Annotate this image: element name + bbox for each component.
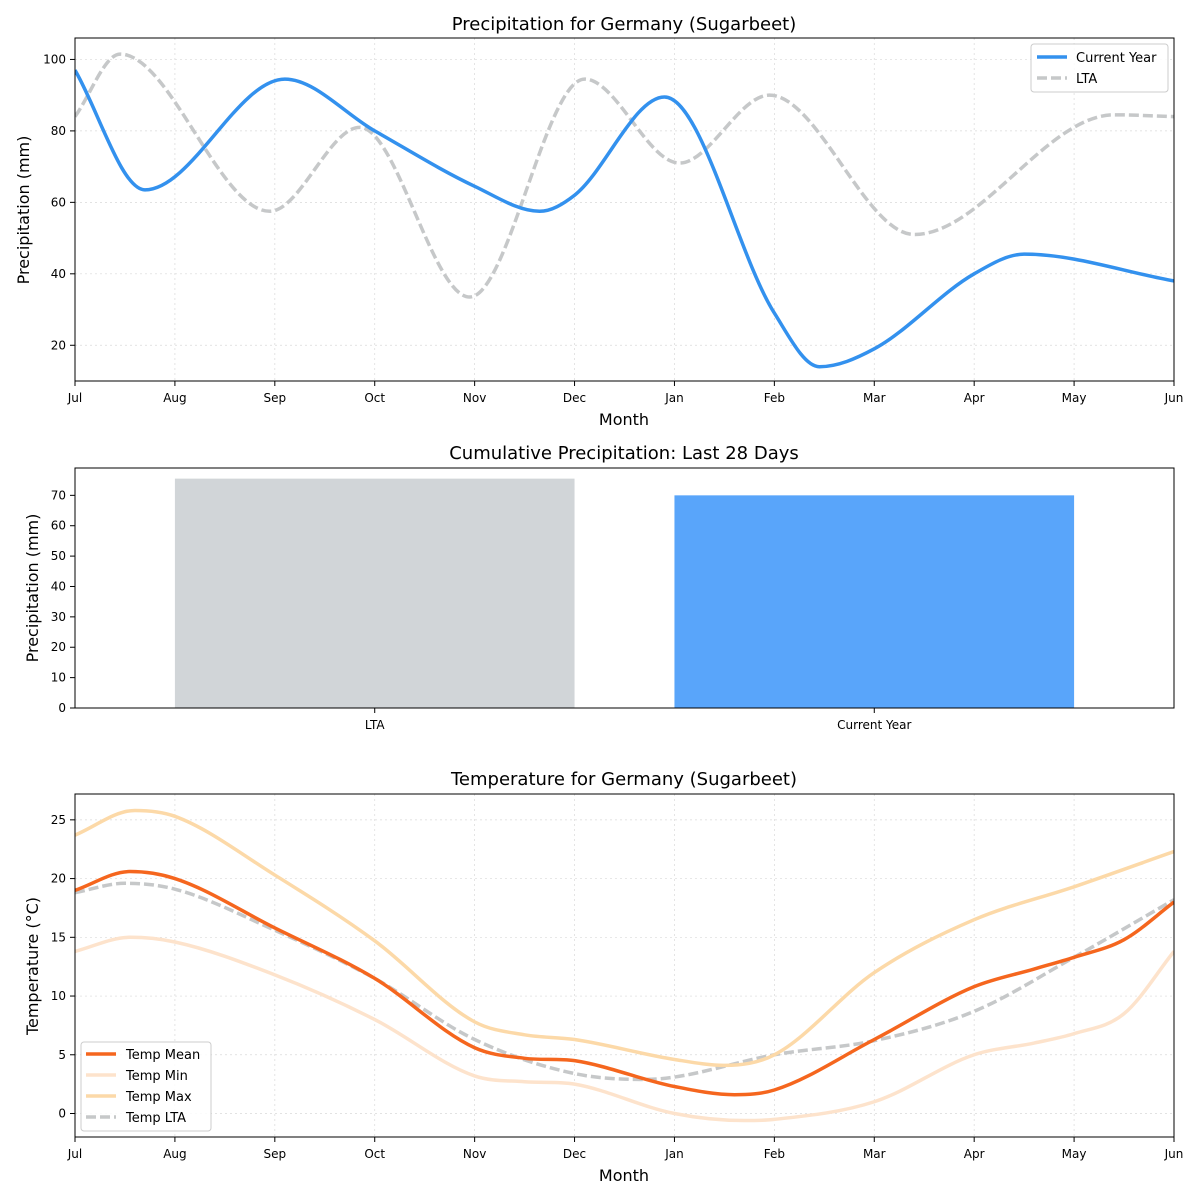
chart-1-x-tick-label-sep: Sep: [264, 391, 287, 405]
chart-2-y-axis-label: Precipitation (mm): [23, 514, 42, 663]
chart-3-y-axis-label: Temperature (°C): [23, 897, 42, 1036]
chart-2-y-tick-label-10: 10: [51, 671, 66, 685]
chart-3-x-tick-label-may: May: [1062, 1147, 1087, 1161]
chart-3-x-tick-label-sep: Sep: [264, 1147, 287, 1161]
chart-3-plot-frame: [74, 793, 1175, 1138]
chart-3-x-tick-label-nov: Nov: [463, 1147, 486, 1161]
chart-1-series-current-year: [75, 69, 1174, 369]
chart-3-y-tick-label-15: 15: [51, 930, 66, 944]
chart-1-x-tick-label-jun: Jun: [1164, 391, 1184, 405]
chart-3-series-temp-max: [75, 808, 1174, 1068]
chart-2-y-tick-label-60: 60: [51, 519, 66, 533]
chart-1-y-ticks: 20 40 60 80 100: [43, 52, 75, 352]
chart-3-y-tick-label-25: 25: [51, 813, 66, 827]
chart-2-y-ticks: 0 10 20 30 40 50 60 70: [51, 488, 75, 715]
legend-temp-max-label: Temp Max: [125, 1090, 192, 1105]
chart-1-x-tick-label-jul: Jul: [67, 391, 82, 405]
chart-1-y-tick-label-100: 100: [43, 52, 66, 66]
cumulative-precipitation-bar-chart: Cumulative Precipitation: Last 28 Days P…: [23, 443, 1175, 732]
chart-1-x-tick-label-apr: Apr: [964, 391, 985, 405]
chart-1-y-tick-label-80: 80: [51, 124, 66, 138]
chart-3-x-tick-label-jul: Jul: [67, 1147, 82, 1161]
chart-3-y-ticks: 0 5 10 15 20 25: [51, 813, 75, 1121]
chart-3-legend-box: [80, 1041, 212, 1132]
chart-2-y-tick-label-0: 0: [58, 701, 66, 715]
chart-2-y-tick-label-30: 30: [51, 610, 66, 624]
chart-1-title: Precipitation for Germany (Sugarbeet): [452, 14, 797, 35]
chart-2-y-tick-label-40: 40: [51, 579, 66, 593]
chart-1-plot-frame: [74, 37, 1175, 382]
chart-1-x-tick-label-jan: Jan: [664, 391, 684, 405]
chart-2-bar-current-year: [674, 495, 1075, 708]
chart-2-y-tick-label-50: 50: [51, 549, 66, 563]
legend-current-year-label: Current Year: [1076, 51, 1157, 66]
chart-1-x-tick-label-aug: Aug: [163, 391, 186, 405]
chart-1-x-tick-label-oct: Oct: [364, 391, 385, 405]
chart-1-y-tick-label-20: 20: [51, 338, 66, 352]
temperature-line-chart: Temperature for Germany (Sugarbeet) Mont…: [23, 769, 1183, 1185]
chart-3-x-axis-label: Month: [599, 1166, 649, 1185]
chart-2-x-tick-label-lta: LTA: [365, 718, 385, 732]
chart-2-bar-lta: [174, 478, 575, 708]
chart-2-y-tick-label-20: 20: [51, 640, 66, 654]
chart-3-title: Temperature for Germany (Sugarbeet): [450, 769, 797, 790]
chart-3-series-temp-lta: [75, 881, 1174, 1082]
chart-3-x-tick-label-apr: Apr: [964, 1147, 985, 1161]
chart-1-series-group: [75, 52, 1174, 369]
precipitation-line-chart: Precipitation for Germany (Sugarbeet) Mo…: [14, 14, 1183, 429]
chart-3-y-tick-label-5: 5: [58, 1048, 66, 1062]
chart-3-x-tick-label-jun: Jun: [1164, 1147, 1184, 1161]
legend-temp-min-label: Temp Min: [125, 1069, 188, 1084]
chart-1-y-tick-label-60: 60: [51, 195, 66, 209]
chart-1-x-tick-label-feb: Feb: [764, 391, 785, 405]
legend-lta-label: LTA: [1076, 72, 1097, 87]
chart-2-bars: [174, 478, 1075, 708]
chart-3-y-tick-label-10: 10: [51, 989, 66, 1003]
chart-3-legend: Temp Mean Temp Min Temp Max Temp LTA: [80, 1041, 212, 1132]
legend-temp-mean-label: Temp Mean: [125, 1048, 200, 1063]
chart-1-x-tick-label-mar: Mar: [863, 391, 886, 405]
chart-3-x-tick-label-aug: Aug: [163, 1147, 186, 1161]
chart-3-series-temp-mean: [75, 869, 1174, 1097]
chart-1-x-axis-label: Month: [599, 410, 649, 429]
chart-2-y-tick-label-70: 70: [51, 488, 66, 502]
chart-1-x-tick-label-may: May: [1062, 391, 1087, 405]
chart-2-x-ticks: LTA Current Year: [365, 708, 911, 732]
chart-1-y-tick-label-40: 40: [51, 267, 66, 281]
chart-3-x-tick-label-feb: Feb: [764, 1147, 785, 1161]
chart-3-series-temp-min: [75, 935, 1174, 1123]
chart-1-y-axis-label: Precipitation (mm): [14, 136, 33, 285]
chart-3-x-ticks: Jul Aug Sep Oct Nov Dec Jan Feb Mar Apr May Jun: [67, 1137, 1184, 1161]
chart-3-x-tick-label-mar: Mar: [863, 1147, 886, 1161]
chart-1-x-ticks: Jul Aug Sep Oct Nov Dec Jan Feb Mar Apr May Jun: [67, 381, 1184, 405]
chart-1-x-tick-label-dec: Dec: [563, 391, 586, 405]
chart-3-x-tick-label-oct: Oct: [364, 1147, 385, 1161]
chart-3-x-tick-label-dec: Dec: [563, 1147, 586, 1161]
chart-3-y-tick-label-20: 20: [51, 872, 66, 886]
chart-3-series-group: [75, 808, 1174, 1123]
chart-3-x-tick-label-jan: Jan: [664, 1147, 684, 1161]
chart-1-x-tick-label-nov: Nov: [463, 391, 486, 405]
chart-3-y-tick-label-0: 0: [58, 1107, 66, 1121]
chart-2-plot-frame: [74, 467, 1175, 709]
legend-temp-lta-label: Temp LTA: [125, 1111, 186, 1126]
chart-2-x-tick-label-current-year: Current Year: [837, 718, 911, 732]
chart-1-series-lta: [75, 52, 1174, 299]
chart-2-title: Cumulative Precipitation: Last 28 Days: [449, 443, 799, 464]
chart-1-legend: Current Year LTA: [1030, 43, 1169, 93]
